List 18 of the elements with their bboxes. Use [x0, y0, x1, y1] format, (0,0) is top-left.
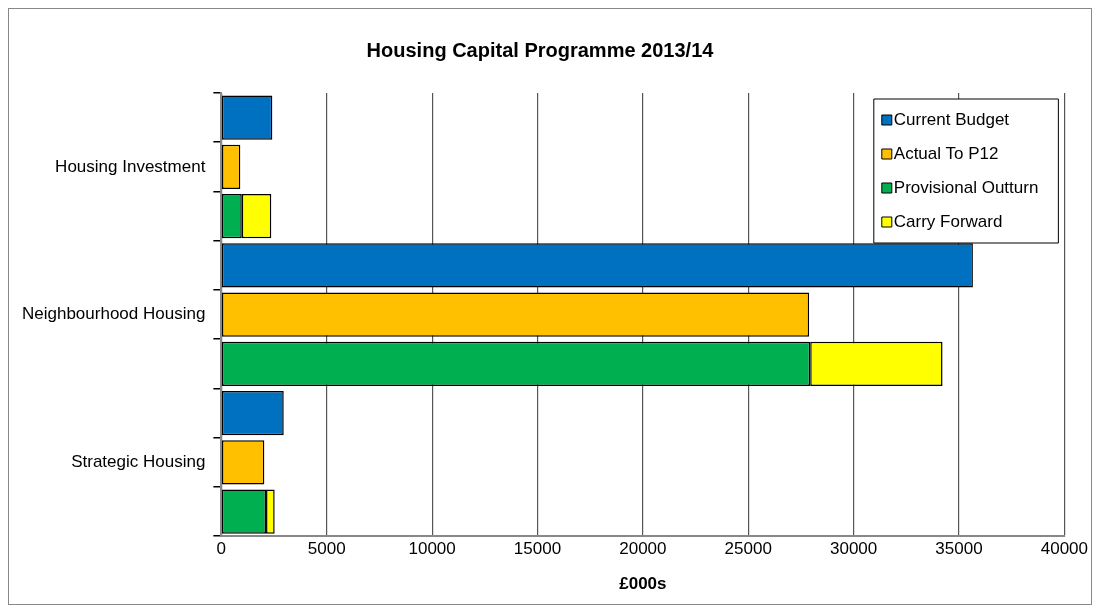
x-tick-label: 0: [216, 539, 227, 559]
legend-label: Actual To P12: [893, 143, 999, 163]
x-tick-label: 35000: [935, 539, 983, 559]
x-tick-label: 5000: [307, 539, 346, 559]
legend-label: Carry Forward: [893, 211, 1003, 231]
y-tick-label: Strategic Housing: [71, 452, 206, 472]
legend-label: Provisional Outturn: [893, 177, 1039, 197]
x-tick-label: 15000: [513, 539, 562, 559]
x-axis-title: £000s: [619, 574, 667, 594]
y-tick-label: Neighbourhood Housing: [22, 304, 206, 324]
x-tick-label: 10000: [408, 539, 456, 559]
legend-label: Current Budget: [893, 109, 1010, 129]
x-tick-label: 20000: [619, 539, 667, 559]
chart-title: Housing Capital Programme 2013/14: [366, 38, 715, 61]
x-tick-label: 40000: [1040, 539, 1088, 559]
x-tick-label: 30000: [829, 539, 878, 559]
x-tick-label: 25000: [724, 539, 772, 559]
y-tick-label: Housing Investment: [55, 156, 206, 176]
